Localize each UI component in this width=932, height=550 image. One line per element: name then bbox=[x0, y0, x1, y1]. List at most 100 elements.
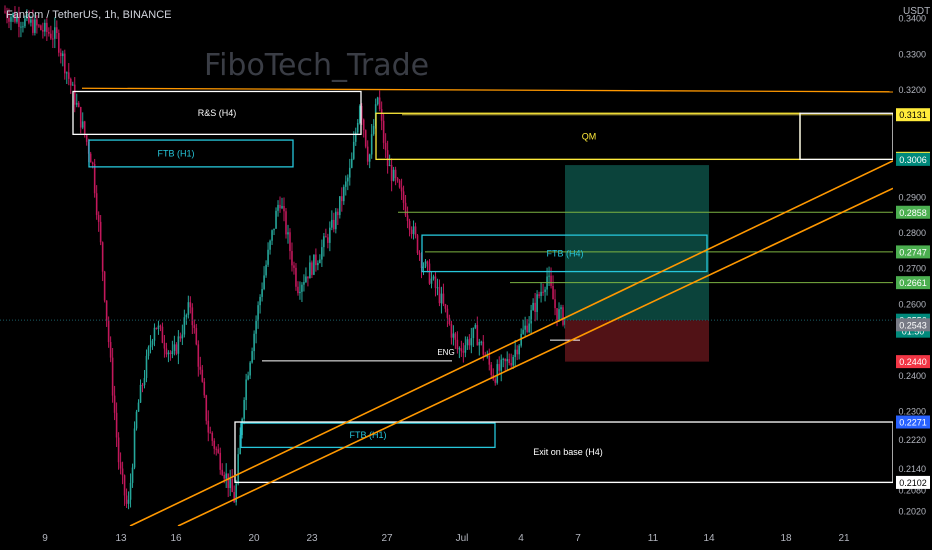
candle-body bbox=[454, 333, 457, 340]
candle-body bbox=[450, 324, 453, 338]
candle-body bbox=[65, 72, 68, 74]
trendline-upper bbox=[129, 160, 894, 527]
candle-body bbox=[398, 180, 401, 188]
time-tick: 18 bbox=[780, 533, 792, 544]
ftb-h1-box bbox=[88, 139, 294, 168]
candle-body bbox=[522, 329, 524, 334]
candle-body bbox=[370, 134, 373, 155]
candle-body bbox=[339, 196, 341, 216]
candle-body bbox=[135, 411, 138, 429]
candle-body bbox=[384, 142, 387, 151]
candle-body bbox=[333, 219, 335, 230]
candle-body bbox=[275, 210, 277, 229]
ftb-h1-box-label: FTB (H1) bbox=[158, 148, 195, 158]
candle-body bbox=[119, 462, 122, 469]
candle-body bbox=[360, 106, 363, 120]
candle-body bbox=[10, 16, 12, 22]
price-label-text: 0.2858 bbox=[899, 208, 927, 218]
candle-body bbox=[179, 336, 182, 339]
candle-body bbox=[139, 384, 142, 403]
candle-body bbox=[16, 16, 18, 22]
candle-body bbox=[18, 16, 20, 27]
candle-body bbox=[478, 342, 481, 346]
drawing-lines: R&S (H4) FTB (H1) QM FTB (H4) FTB (H1) Exit o… bbox=[0, 87, 894, 527]
candle-body bbox=[526, 325, 528, 332]
candle-body bbox=[159, 325, 162, 327]
time-tick: 16 bbox=[170, 533, 182, 544]
candle-body bbox=[40, 25, 42, 31]
candle-body bbox=[548, 275, 550, 277]
candle-body bbox=[237, 454, 239, 484]
candle-body bbox=[249, 362, 251, 376]
candle-body bbox=[143, 377, 146, 386]
candle-body bbox=[458, 348, 461, 350]
price-label-0.2271 bbox=[896, 415, 930, 429]
candle-body bbox=[79, 107, 82, 128]
price-label-0.2102 bbox=[896, 475, 930, 489]
candle-body bbox=[436, 287, 439, 289]
price-label-0.3006 bbox=[896, 152, 930, 166]
price-tick: 0.2300 bbox=[898, 407, 926, 417]
candle-body bbox=[344, 181, 347, 187]
candle-body bbox=[191, 307, 194, 326]
candle-body bbox=[303, 282, 305, 285]
price-tick: 0.2800 bbox=[898, 228, 926, 238]
candle-body bbox=[52, 38, 54, 40]
candle-body bbox=[520, 333, 522, 346]
candle-body bbox=[259, 296, 261, 306]
candle-body bbox=[400, 187, 403, 192]
candle-body bbox=[532, 302, 534, 311]
rs-h4-box bbox=[72, 90, 362, 136]
eng-label: ENG bbox=[437, 348, 454, 357]
candle-body bbox=[321, 247, 323, 260]
candle-body bbox=[329, 227, 331, 243]
candle-body bbox=[516, 349, 518, 355]
candle-body bbox=[123, 475, 126, 496]
candle-body bbox=[299, 291, 301, 294]
candle-body bbox=[93, 164, 96, 194]
candle-body bbox=[207, 420, 210, 433]
watermark: FiboTech_Trade bbox=[204, 48, 430, 83]
candle-body bbox=[36, 19, 38, 26]
candle-body bbox=[356, 122, 359, 133]
candle-body bbox=[538, 294, 540, 296]
candle-body bbox=[58, 32, 60, 53]
candle-body bbox=[452, 333, 455, 338]
candle-body bbox=[560, 307, 562, 310]
candle-body bbox=[289, 232, 291, 252]
candle-body bbox=[181, 334, 184, 339]
candle-body bbox=[488, 355, 491, 365]
candle-body bbox=[201, 369, 204, 382]
price-label-text: 0.3131 bbox=[899, 110, 927, 120]
candle-body bbox=[500, 359, 503, 371]
candle-body bbox=[235, 483, 237, 503]
price-tick: 0.3300 bbox=[898, 49, 926, 59]
candle-body bbox=[414, 226, 417, 236]
time-axis: 9 13 16 20 23 27 Jul 4 7 11 14 18 21 bbox=[0, 526, 893, 550]
candle-body bbox=[426, 261, 429, 264]
candle-body bbox=[127, 499, 130, 504]
candle-body bbox=[504, 358, 507, 362]
candle-body bbox=[281, 206, 283, 209]
candle-body bbox=[494, 379, 497, 383]
ftb-h4-box bbox=[421, 234, 708, 273]
price-tick: 0.2020 bbox=[898, 507, 926, 517]
candle-body bbox=[327, 237, 329, 243]
candle-body bbox=[227, 473, 230, 489]
candle-body bbox=[199, 366, 202, 370]
candle-body bbox=[81, 121, 84, 128]
candle-body bbox=[416, 235, 419, 254]
candle-body bbox=[279, 204, 281, 209]
candle-body bbox=[59, 52, 62, 57]
resistance-line bbox=[81, 87, 894, 93]
candle-body bbox=[460, 348, 463, 352]
candle-body bbox=[412, 226, 415, 234]
time-tick: 23 bbox=[306, 533, 318, 544]
time-tick: 27 bbox=[381, 533, 393, 544]
candle-body bbox=[157, 325, 160, 329]
rs-h4-box-label: R&S (H4) bbox=[198, 108, 237, 118]
price-tick: 0.2600 bbox=[898, 299, 926, 309]
candle-body bbox=[438, 287, 441, 304]
candle-body bbox=[444, 304, 447, 309]
